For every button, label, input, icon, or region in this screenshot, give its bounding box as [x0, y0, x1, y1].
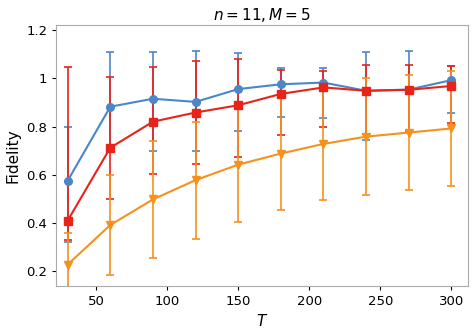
- Y-axis label: Fidelity: Fidelity: [6, 128, 20, 183]
- Title: $n = 11, M = 5$: $n = 11, M = 5$: [213, 6, 311, 23]
- X-axis label: $T$: $T$: [256, 314, 268, 329]
